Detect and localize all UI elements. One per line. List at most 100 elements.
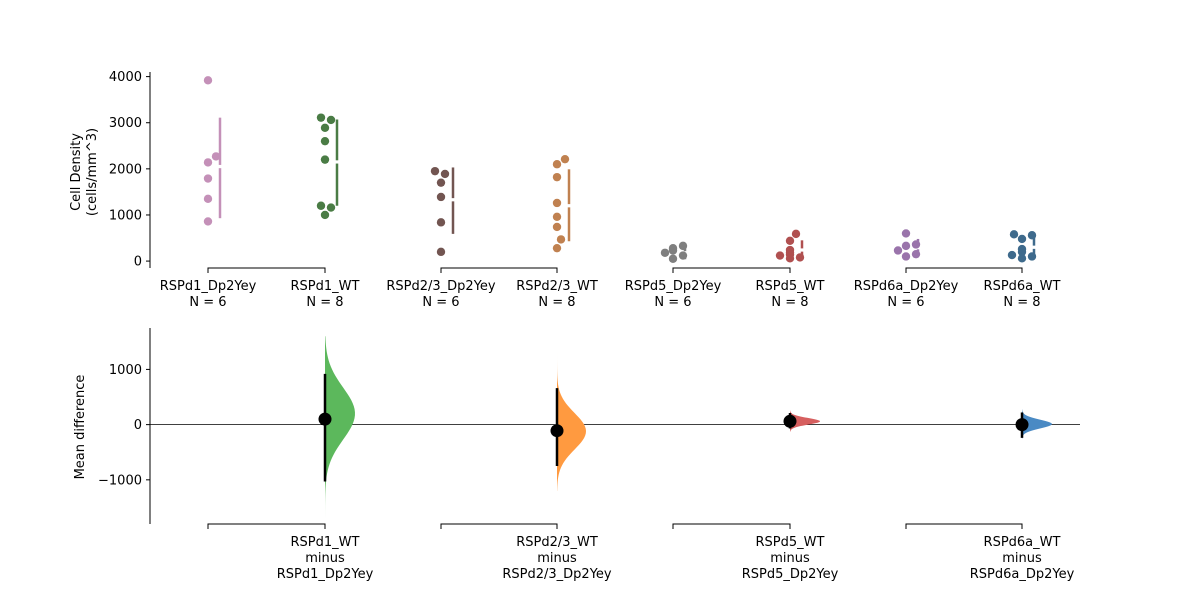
bottom-y-tick-label-2: 1000 xyxy=(109,363,142,378)
data-point-rspd6a-wt-3 xyxy=(1017,234,1027,244)
data-point-rspd1-wt-4 xyxy=(320,136,330,146)
x-tick-label-rspd5-wt: RSPd5_WT xyxy=(756,279,825,294)
top-y-tick-label-4000: 4000 xyxy=(109,70,142,85)
data-point-rspd5-wt-1 xyxy=(791,229,801,239)
data-point-rspd2-3-dp2yey-1 xyxy=(430,166,440,176)
top-group-brackets xyxy=(207,267,1023,273)
data-point-rspd2-3-dp2yey-4 xyxy=(436,192,446,202)
x-tick-label-rspd2-3-dp2yey: RSPd2/3_Dp2Yey xyxy=(386,279,496,294)
mean-difference-point-2 xyxy=(550,424,564,438)
data-point-rspd6a-dp2yey-3 xyxy=(901,241,911,251)
data-point-rspd5-wt-3 xyxy=(785,245,795,255)
data-point-rspd1-wt-6 xyxy=(316,201,326,210)
data-point-rspd1-dp2yey-1 xyxy=(203,76,213,85)
bottom-group-brackets xyxy=(207,523,1023,529)
bottom-bracket-1 xyxy=(207,523,326,529)
bottom-bracket-4 xyxy=(905,523,1023,529)
contrast-label-2-line-1: RSPd2/3_WT xyxy=(516,535,598,550)
data-point-rspd2-3-dp2yey-3 xyxy=(436,178,446,187)
bottom-y-tick-label-0: −1000 xyxy=(98,473,142,488)
mean-difference-point-1 xyxy=(318,412,332,426)
x-tick-label-rspd1-wt: RSPd1_WT xyxy=(291,279,360,294)
x-tick-label-rspd2-3-wt: RSPd2/3_WT xyxy=(516,279,598,294)
data-point-rspd5-dp2yey-6 xyxy=(668,254,678,263)
contrast-label-1-line-3: RSPd1_Dp2Yey xyxy=(277,567,374,582)
data-point-rspd6a-dp2yey-4 xyxy=(893,246,903,255)
contrast-marks xyxy=(318,336,1052,519)
swarm-marks xyxy=(203,76,1037,263)
contrast-label-2-line-3: RSPd2/3_Dp2Yey xyxy=(502,567,612,582)
contrast-label-1-line-2: minus xyxy=(305,551,345,566)
data-point-rspd1-wt-7 xyxy=(326,203,336,212)
bottom-bracket-3 xyxy=(672,523,791,529)
data-point-rspd2-3-wt-7 xyxy=(556,235,566,244)
data-point-rspd2-3-dp2yey-5 xyxy=(436,218,446,227)
bottom-x-labels: RSPd1_WTminusRSPd1_Dp2YeyRSPd2/3_WTminus… xyxy=(277,535,1075,582)
data-point-rspd6a-wt-8 xyxy=(1017,254,1027,263)
data-point-rspd5-dp2yey-2 xyxy=(668,243,678,253)
data-point-rspd2-3-wt-5 xyxy=(552,212,562,222)
data-point-rspd2-3-wt-1 xyxy=(560,154,570,164)
x-tick-label-rspd6a-wt: RSPd6a_WT xyxy=(984,279,1061,294)
top-bracket-2 xyxy=(440,267,558,273)
swarm-panel: 0 1000 2000 3000 4000 Cell Density (cells/mm… xyxy=(69,70,1061,310)
x-tick-label-rspd5-dp2yey: RSPd5_Dp2Yey xyxy=(625,279,722,294)
data-point-rspd1-wt-5 xyxy=(320,155,330,164)
bootstrap-distribution-2 xyxy=(557,352,586,491)
data-point-rspd1-dp2yey-5 xyxy=(203,194,213,204)
data-point-rspd5-wt-2 xyxy=(785,236,795,245)
x-tick-n-rspd1-wt: N = 8 xyxy=(306,295,343,310)
top-y-tick-label-2000: 2000 xyxy=(109,162,142,177)
top-y-tick-label-0: 0 xyxy=(134,255,142,270)
x-tick-n-rspd2-3-wt: N = 8 xyxy=(538,295,575,310)
data-point-rspd1-wt-2 xyxy=(326,115,336,125)
data-point-rspd6a-dp2yey-6 xyxy=(901,252,911,261)
data-point-rspd1-dp2yey-2 xyxy=(211,152,221,161)
contrast-label-1-line-1: RSPd1_WT xyxy=(291,535,360,550)
data-point-rspd2-3-wt-3 xyxy=(552,172,562,182)
data-point-rspd2-3-wt-8 xyxy=(552,243,562,253)
data-point-rspd1-dp2yey-4 xyxy=(203,174,213,183)
bootstrap-distribution-4 xyxy=(1022,409,1052,439)
x-tick-n-rspd5-wt: N = 8 xyxy=(771,295,808,310)
data-point-rspd2-3-wt-4 xyxy=(552,198,562,208)
mean-difference-point-4 xyxy=(1015,418,1029,432)
contrast-label-3-line-2: minus xyxy=(770,551,810,566)
x-tick-label-rspd1-dp2yey: RSPd1_Dp2Yey xyxy=(160,279,257,294)
contrast-label-4-line-3: RSPd6a_Dp2Yey xyxy=(970,567,1075,582)
data-point-rspd6a-wt-4 xyxy=(1017,244,1027,254)
top-bracket-4 xyxy=(905,267,1023,273)
data-point-rspd5-dp2yey-4 xyxy=(660,248,670,257)
data-point-rspd2-3-wt-2 xyxy=(552,160,562,169)
mean-difference-point-3 xyxy=(783,414,797,428)
top-y-axis-label-line-2: (cells/mm^3) xyxy=(85,128,100,216)
contrast-label-3-line-3: RSPd5_Dp2Yey xyxy=(742,567,839,582)
bottom-bracket-2 xyxy=(440,523,558,529)
x-tick-n-rspd2-3-dp2yey: N = 6 xyxy=(422,295,459,310)
x-tick-n-rspd6a-dp2yey: N = 6 xyxy=(887,295,924,310)
bootstrap-distribution-1 xyxy=(325,336,355,519)
data-point-rspd1-dp2yey-3 xyxy=(203,158,213,167)
bottom-y-axis-label: Mean difference xyxy=(73,375,88,480)
data-point-rspd6a-wt-1 xyxy=(1009,230,1019,239)
contrast-label-4-line-2: minus xyxy=(1002,551,1042,566)
data-point-rspd2-3-wt-6 xyxy=(552,222,562,232)
data-point-rspd5-wt-6 xyxy=(775,251,785,260)
data-point-rspd6a-dp2yey-1 xyxy=(901,229,911,238)
x-tick-n-rspd5-dp2yey: N = 6 xyxy=(654,295,691,310)
data-point-rspd1-wt-8 xyxy=(320,210,330,220)
data-point-rspd1-dp2yey-6 xyxy=(203,217,213,226)
top-bracket-1 xyxy=(207,267,326,273)
top-y-ticks: 0 1000 2000 3000 4000 xyxy=(109,70,150,270)
contrast-panel: −1000 0 1000 Mean difference RSPd1_WTminus… xyxy=(73,328,1080,582)
top-y-tick-label-3000: 3000 xyxy=(109,116,142,131)
contrast-label-3-line-1: RSPd5_WT xyxy=(756,535,825,550)
bootstrap-distribution-3 xyxy=(790,410,820,432)
top-y-axis-label-line-1: Cell Density xyxy=(69,133,84,211)
contrast-label-4-line-1: RSPd6a_WT xyxy=(984,535,1061,550)
x-tick-label-rspd6a-dp2yey: RSPd6a_Dp2Yey xyxy=(854,279,959,294)
data-point-rspd2-3-dp2yey-2 xyxy=(440,169,450,179)
data-point-rspd6a-wt-6 xyxy=(1007,250,1017,260)
